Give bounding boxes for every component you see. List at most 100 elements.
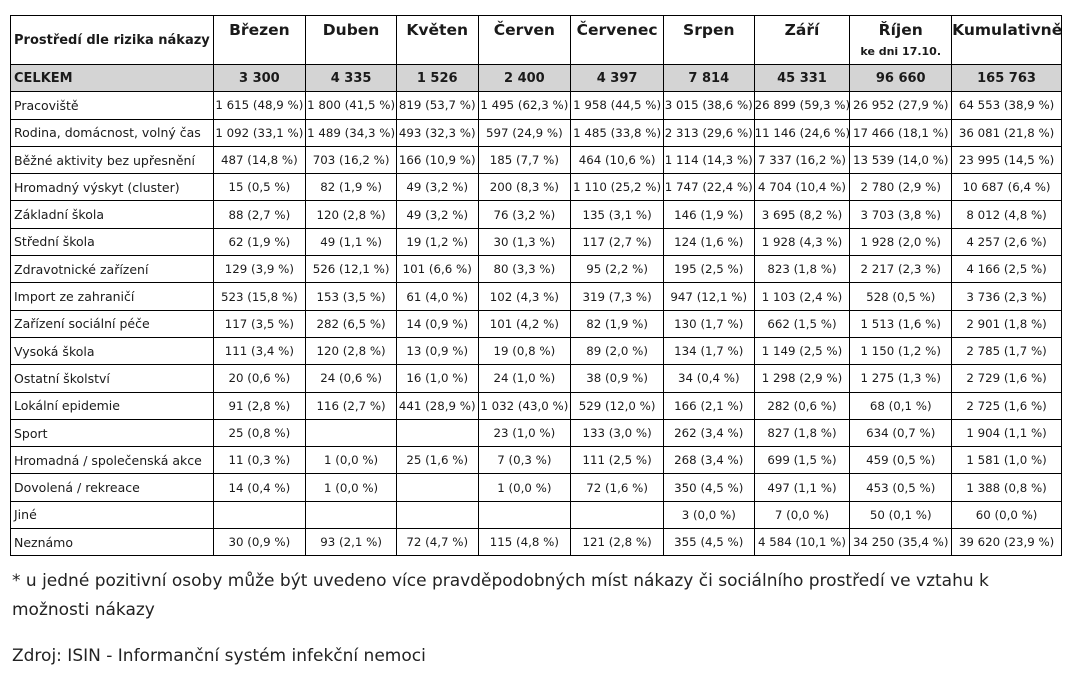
table-cell: 80 (3,3 %) (477, 255, 572, 284)
table-cell: 1 103 (2,4 %) (753, 282, 851, 311)
table-cell: 4 257 (2,6 %) (951, 227, 1062, 257)
table-cell: 15 (0,5 %) (212, 173, 307, 202)
table-cell: 3 703 (3,8 %) (849, 200, 953, 229)
table-cell: 166 (10,9 %) (395, 145, 479, 175)
table-cell: 453 (0,5 %) (849, 473, 953, 502)
table-cell: 523 (15,8 %) (212, 282, 307, 311)
table-cell (477, 500, 572, 530)
table-cell: 441 (28,9 %) (395, 391, 479, 420)
table-cell: 1 485 (33,8 %) (570, 118, 664, 147)
table-cell: 1 489 (34,3 %) (305, 118, 397, 147)
table-cell: 1 388 (0,8 %) (951, 473, 1062, 502)
table-cell: 117 (2,7 %) (570, 227, 664, 257)
table-row: Rodina, domácnost, volný čas 1 092 (33,1 … (10, 118, 1062, 147)
table-cell: 30 (0,9 %) (212, 528, 307, 557)
table-cell: 350 (4,5 %) (662, 473, 755, 502)
table-cell: 947 (12,1 %) (662, 282, 755, 311)
table-row: Pracoviště 1 615 (48,9 %) 1 800 (41,5 %) 81… (10, 91, 1062, 120)
table-cell: 2 217 (2,3 %) (849, 255, 953, 284)
table-cell: 120 (2,8 %) (305, 336, 397, 366)
table-cell: 64 553 (38,9 %) (951, 91, 1062, 120)
row-label: CELKEM (10, 63, 214, 93)
table-cell: 111 (3,4 %) (212, 336, 307, 366)
table-cell: 130 (1,7 %) (662, 309, 755, 338)
table-cell: 1 149 (2,5 %) (753, 336, 851, 366)
table-cell: 1 747 (22,4 %) (662, 173, 755, 202)
row-label: Sport (10, 418, 214, 448)
row-label: Neznámo (10, 528, 214, 557)
table-cell: 133 (3,0 %) (570, 418, 664, 448)
table-cell: 4 584 (10,1 %) (753, 528, 851, 557)
table-cell: 101 (6,6 %) (395, 255, 479, 284)
table-cell: 36 081 (21,8 %) (951, 118, 1062, 147)
table-cell: 120 (2,8 %) (305, 200, 397, 229)
footnote: * u jedné pozitivní osoby může být uvede… (12, 571, 989, 620)
table-cell: 89 (2,0 %) (570, 336, 664, 366)
header-row: Prostředí dle rizika nákazy Březen Duben… (10, 15, 1062, 65)
table-cell: 11 (0,3 %) (212, 446, 307, 475)
table-cell: 101 (4,2 %) (477, 309, 572, 338)
table-cell: 13 539 (14,0 %) (849, 145, 953, 175)
table-cell: 3 736 (2,3 %) (951, 282, 1062, 311)
table-cell: 68 (0,1 %) (849, 391, 953, 420)
table-cell: 1 298 (2,9 %) (753, 364, 851, 393)
table-cell: 1 275 (1,3 %) (849, 364, 953, 393)
table-cell: 703 (16,2 %) (305, 145, 397, 175)
table-cell: 117 (3,5 %) (212, 309, 307, 338)
table-row: Základní škola 88 (2,7 %) 120 (2,8 %) 49 (3… (10, 200, 1062, 229)
table-cell: 493 (32,3 %) (395, 118, 479, 147)
table-row: Import ze zahraničí 523 (15,8 %) 153 (3,5 … (10, 282, 1062, 311)
column-header: Červenec (570, 15, 664, 65)
table-cell: 49 (3,2 %) (395, 173, 479, 202)
date-note: ke dni 17.10. (860, 45, 942, 58)
table-cell: 2 729 (1,6 %) (951, 364, 1062, 393)
table-cell: 699 (1,5 %) (753, 446, 851, 475)
table-cell: 10 687 (6,4 %) (951, 173, 1062, 202)
table-cell: 200 (8,3 %) (477, 173, 572, 202)
table-cell: 526 (12,1 %) (305, 255, 397, 284)
table-cell: 165 763 (951, 63, 1062, 93)
table-cell (570, 500, 664, 530)
table-cell: 82 (1,9 %) (305, 173, 397, 202)
table-cell: 4 166 (2,5 %) (951, 255, 1062, 284)
table-cell: 34 (0,4 %) (662, 364, 755, 393)
column-header: Kumulativně (951, 15, 1062, 65)
table-cell: 13 (0,9 %) (395, 336, 479, 366)
table-cell: 3 695 (8,2 %) (753, 200, 851, 229)
table-cell: 4 704 (10,4 %) (753, 173, 851, 202)
column-header-label: Říjen (878, 21, 923, 39)
row-label: Ostatní školství (10, 364, 214, 393)
table-cell: 3 015 (38,6 %) (662, 91, 755, 120)
table-cell: 2 785 (1,7 %) (951, 336, 1062, 366)
corner-header: Prostředí dle rizika nákazy (10, 15, 214, 65)
table-cell: 95 (2,2 %) (570, 255, 664, 284)
table-cell: 49 (3,2 %) (395, 200, 479, 229)
table-row: Neznámo 30 (0,9 %) 93 (2,1 %) 72 (4,7 %) 115… (10, 528, 1062, 557)
table-cell: 1 495 (62,3 %) (477, 91, 572, 120)
row-label: Hromadná / společenská akce (10, 446, 214, 475)
column-header: Duben (305, 15, 397, 65)
table-cell: 61 (4,0 %) (395, 282, 479, 311)
table-cell: 487 (14,8 %) (212, 145, 307, 175)
table-cell: 8 012 (4,8 %) (951, 200, 1062, 229)
table-cell: 1 800 (41,5 %) (305, 91, 397, 120)
row-label: Vysoká škola (10, 336, 214, 366)
table-cell: 1 (0,0 %) (305, 473, 397, 502)
row-label: Dovolená / rekreace (10, 473, 214, 502)
table-cell: 26 952 (27,9 %) (849, 91, 953, 120)
table-cell: 1 581 (1,0 %) (951, 446, 1062, 475)
table-cell: 3 (0,0 %) (662, 500, 755, 530)
table-cell: 1 958 (44,5 %) (570, 91, 664, 120)
column-header: Červen (477, 15, 572, 65)
table-cell: 1 928 (4,3 %) (753, 227, 851, 257)
row-label: Jiné (10, 500, 214, 530)
table-cell: 17 466 (18,1 %) (849, 118, 953, 147)
table-cell: 96 660 (849, 63, 953, 93)
table-cell: 76 (3,2 %) (477, 200, 572, 229)
row-label: Hromadný výskyt (cluster) (10, 173, 214, 202)
table-cell: 634 (0,7 %) (849, 418, 953, 448)
table-cell: 39 620 (23,9 %) (951, 528, 1062, 557)
table-cell: 23 (1,0 %) (477, 418, 572, 448)
table-cell: 82 (1,9 %) (570, 309, 664, 338)
table-cell: 16 (1,0 %) (395, 364, 479, 393)
